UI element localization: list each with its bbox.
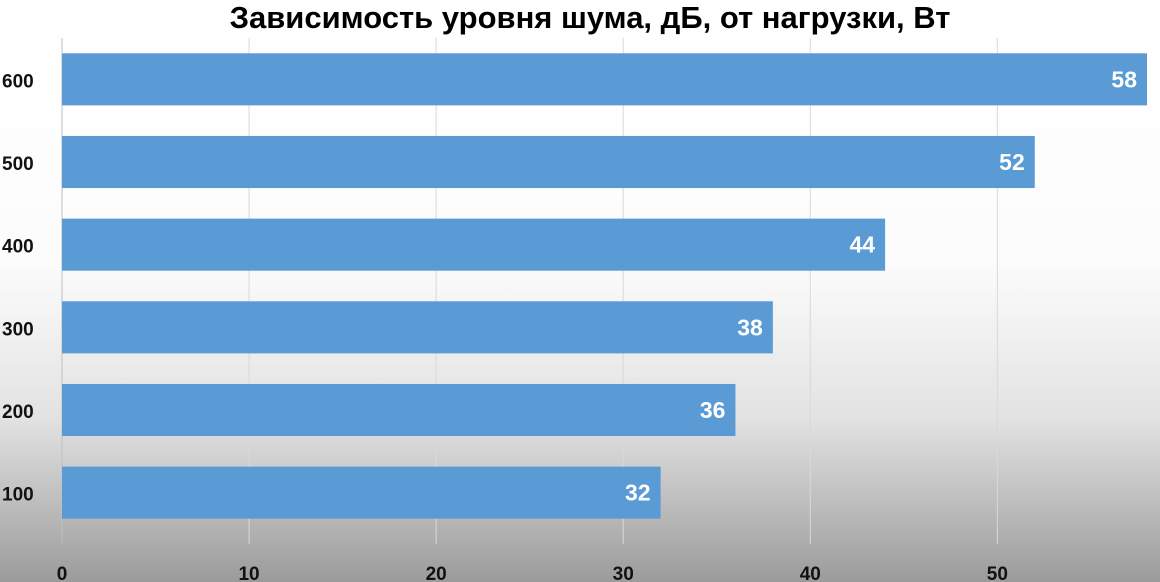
category-label: 200: [2, 402, 34, 423]
bar: [62, 135, 1035, 189]
gridlines: [61, 38, 998, 544]
category-label: 600: [2, 71, 34, 92]
bar: [62, 301, 773, 354]
data-label: 38: [737, 314, 763, 340]
category-label: 100: [2, 485, 34, 506]
category-labels: 600 500 400 300 200 100: [2, 71, 34, 505]
category-label: 300: [2, 319, 34, 340]
x-tick-label: 0: [57, 564, 68, 582]
bar: [62, 383, 736, 437]
data-label: 58: [1111, 66, 1137, 92]
bar: [62, 53, 1147, 106]
x-tick-label: 50: [987, 564, 1008, 582]
x-tick-label: 40: [800, 564, 821, 582]
bar: [62, 466, 661, 519]
x-tick-label: 10: [238, 564, 259, 582]
category-label: 400: [2, 237, 34, 258]
data-label: 52: [999, 149, 1025, 175]
chart-title: Зависимость уровня шума, дБ, от нагрузки…: [230, 0, 951, 35]
x-tick-label: 30: [613, 564, 634, 582]
data-label: 32: [625, 480, 651, 506]
data-label: 36: [700, 397, 726, 423]
category-label: 500: [2, 154, 34, 175]
bars: 58 52 44 38 36 32: [62, 53, 1147, 519]
data-label: 44: [850, 232, 876, 258]
x-tick-label: 20: [426, 564, 447, 582]
x-axis-tick-labels: 0 10 20 30 40 50: [57, 564, 1008, 582]
bar: [62, 218, 886, 271]
